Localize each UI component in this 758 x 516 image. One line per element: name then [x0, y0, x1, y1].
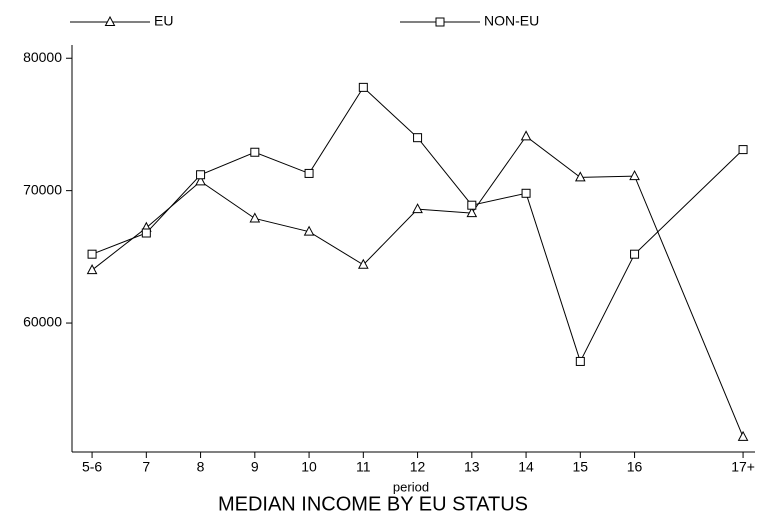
legend-marker	[104, 15, 116, 26]
x-axis-label: period	[393, 479, 429, 494]
chart-title: MEDIAN INCOME BY EU STATUS	[218, 493, 528, 515]
x-tick-label: 17+	[731, 459, 755, 475]
x-tick-label: 10	[301, 459, 317, 475]
x-tick-label: 5-6	[82, 459, 102, 475]
y-tick-label: 70000	[23, 181, 62, 197]
data-point	[738, 145, 748, 155]
data-point	[630, 249, 640, 259]
x-tick-label: 16	[627, 459, 643, 475]
series-line	[91, 135, 744, 438]
data-point	[412, 203, 423, 214]
data-point	[413, 133, 423, 143]
x-tick-label: 12	[410, 459, 426, 475]
data-point	[357, 258, 369, 269]
legend-label: NON-EU	[484, 13, 539, 29]
y-tick-label: 80000	[23, 49, 62, 65]
x-tick-label: 9	[251, 459, 259, 475]
data-point	[521, 188, 531, 198]
data-point	[249, 212, 261, 223]
data-point	[303, 225, 315, 236]
data-point	[196, 170, 206, 180]
data-point	[358, 82, 368, 92]
x-tick-label: 7	[142, 459, 150, 475]
x-tick-label: 8	[197, 459, 205, 475]
y-tick-label: 60000	[23, 314, 62, 330]
data-point	[86, 264, 98, 275]
x-tick-label: 13	[464, 459, 480, 475]
data-point	[304, 168, 314, 178]
data-point	[250, 147, 260, 157]
data-point	[467, 200, 477, 210]
legend-label: EU	[154, 13, 173, 29]
legend-marker	[435, 17, 445, 27]
data-point	[87, 249, 97, 259]
data-point	[629, 170, 640, 181]
data-point	[141, 228, 151, 238]
series-line	[91, 86, 744, 363]
data-point	[737, 430, 749, 441]
x-tick-label: 11	[356, 459, 371, 475]
data-point	[466, 207, 478, 218]
x-tick-label: 15	[573, 459, 589, 475]
data-point	[520, 130, 532, 141]
x-tick-label: 14	[518, 459, 534, 475]
data-point	[574, 171, 586, 182]
data-point	[195, 175, 206, 186]
data-point	[575, 356, 585, 366]
